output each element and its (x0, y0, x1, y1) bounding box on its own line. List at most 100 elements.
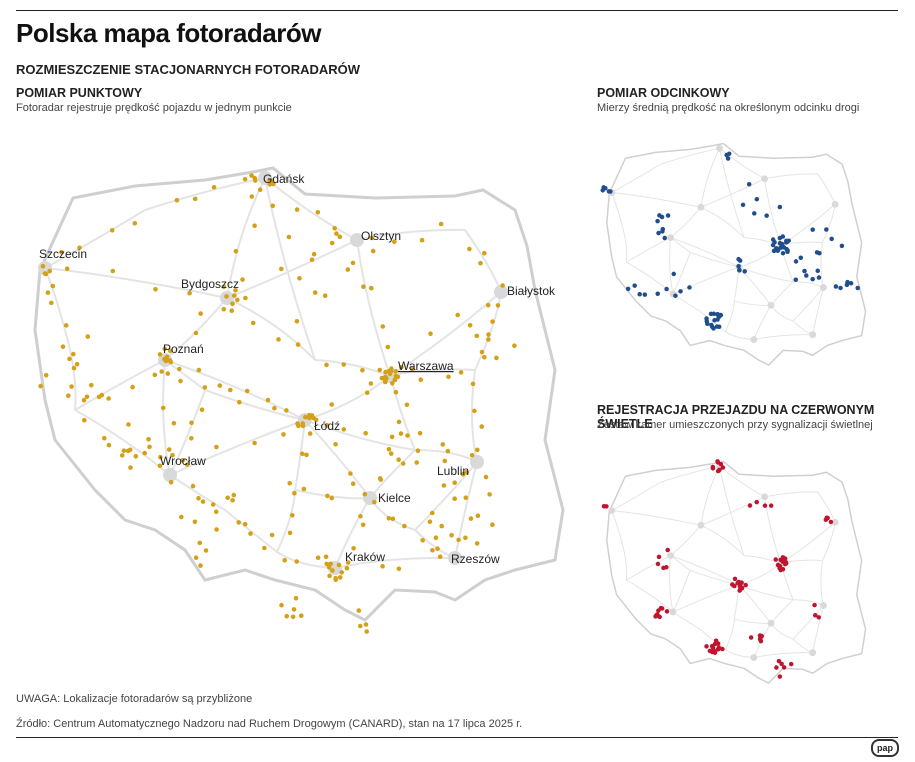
camera-dot (309, 257, 315, 262)
camera-dot (301, 486, 307, 492)
camera-dot (632, 283, 637, 288)
camera-dot (475, 513, 481, 518)
camera-dot (430, 548, 435, 553)
camera-dot (742, 269, 747, 274)
camera-dot (364, 390, 370, 395)
camera-dot (327, 573, 332, 579)
camera-dot (777, 674, 783, 679)
camera-dot (383, 369, 388, 375)
camera-dot (130, 384, 135, 390)
red-light-camera-dots (601, 459, 834, 679)
camera-dot (655, 561, 661, 567)
road-line (753, 334, 813, 341)
camera-dot (452, 496, 458, 502)
camera-dot (190, 483, 196, 489)
poland-outline (606, 460, 867, 684)
camera-dot (414, 460, 420, 465)
camera-dot (224, 294, 229, 299)
camera-dot (784, 246, 789, 252)
camera-dot (210, 502, 216, 507)
city-area (761, 493, 769, 501)
camera-dot (390, 381, 395, 386)
road-line (700, 148, 720, 208)
section-control-dots (600, 151, 860, 331)
camera-dot (71, 351, 76, 357)
camera-dot (839, 243, 845, 249)
camera-dot (495, 303, 501, 308)
camera-dot (364, 629, 370, 634)
camera-dot (810, 227, 815, 232)
road-network (44, 177, 502, 569)
camera-dot (243, 295, 248, 301)
poland-map-point-cameras: Gdańsk Szczecin Olsztyn Bydgoszcz Białys… (33, 166, 565, 634)
road-line (169, 419, 306, 476)
camera-dot (38, 383, 43, 389)
camera-dot (132, 221, 138, 226)
camera-dot (63, 323, 69, 328)
camera-dot (369, 285, 374, 291)
road-line (470, 369, 478, 463)
road-line (719, 466, 745, 556)
poland-outline (606, 142, 867, 366)
camera-dot (312, 290, 318, 295)
camera-dot (43, 372, 49, 378)
city-area (667, 552, 674, 560)
city-area (163, 468, 177, 482)
pap-logo: pap (871, 739, 899, 757)
road-line (669, 237, 674, 295)
camera-dot (160, 405, 166, 411)
camera-dot (350, 260, 356, 266)
camera-dot (337, 234, 343, 240)
camera-dot (164, 357, 170, 363)
road-line (660, 465, 720, 483)
city-area (831, 200, 839, 208)
road-line (764, 496, 782, 564)
city-label-warszawa: Warszawa (398, 359, 454, 373)
camera-dot (604, 504, 609, 509)
camera-dot (296, 423, 301, 429)
camera-dot (855, 285, 860, 291)
road-line (621, 540, 628, 581)
road-line (314, 359, 391, 377)
city-area (350, 233, 364, 247)
camera-dot (119, 453, 125, 458)
camera-dot (284, 408, 289, 413)
camera-dot (754, 499, 759, 505)
camera-dot (84, 394, 90, 400)
camera-dot (678, 289, 683, 294)
camera-dot (739, 585, 745, 591)
camera-dot (659, 214, 665, 220)
city-label-poznan: Poznań (163, 342, 204, 356)
camera-dot (370, 248, 376, 254)
camera-dot (60, 344, 66, 349)
camera-dot (152, 372, 158, 378)
camera-dot (362, 491, 368, 497)
camera-dot (396, 419, 402, 425)
camera-dot (398, 365, 404, 370)
camera-dot (290, 513, 295, 518)
camera-dot (802, 268, 807, 274)
camera-dot (409, 366, 415, 372)
road-line (764, 491, 818, 498)
camera-dot (196, 496, 201, 501)
camera-dot (472, 408, 477, 414)
camera-dot (270, 203, 276, 209)
camera-dot (158, 454, 163, 460)
road-line (74, 359, 166, 411)
camera-dot (718, 461, 724, 467)
camera-dot (323, 554, 329, 560)
bottom-rule (16, 737, 898, 738)
camera-dot (388, 451, 394, 456)
camera-dot (386, 446, 392, 452)
city-area (667, 234, 674, 242)
city-label-bialystok: Białystok (507, 284, 556, 298)
camera-dot (363, 430, 369, 436)
camera-dot (393, 369, 399, 374)
camera-dot (737, 268, 742, 273)
road-line (812, 605, 824, 653)
camera-dot (350, 481, 356, 487)
camera-dot (430, 510, 435, 516)
poland-outline (33, 166, 565, 622)
camera-dot (262, 545, 267, 551)
camera-dot (361, 284, 366, 289)
